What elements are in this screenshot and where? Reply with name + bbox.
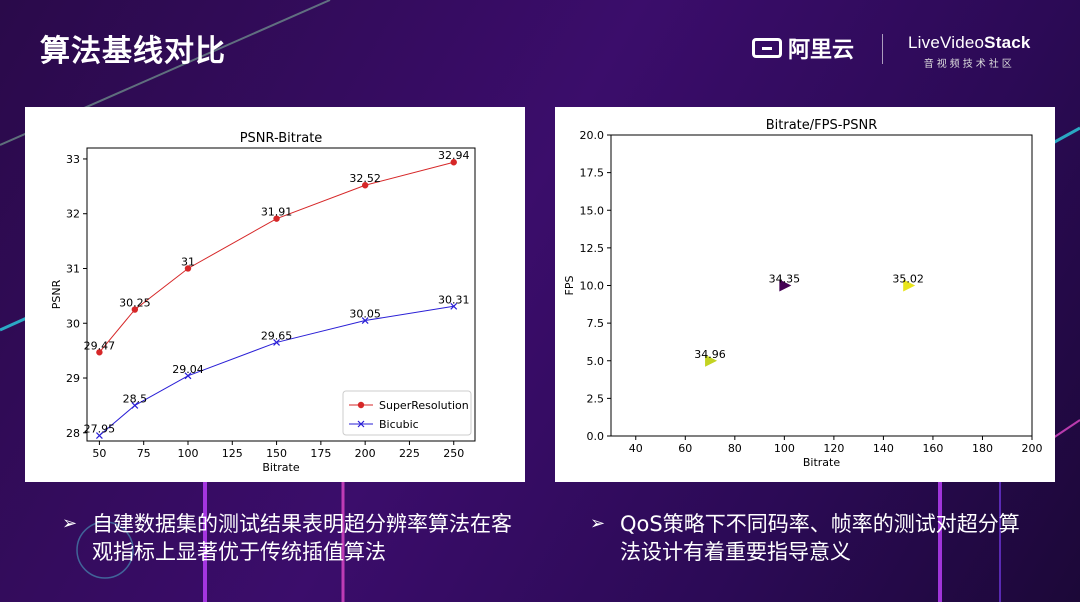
bullet-left: ➢ 自建数据集的测试结果表明超分辨率算法在客观指标上显著优于传统插值算法 — [62, 510, 512, 566]
livevideostack-logo-subtitle: 音视频技术社区 — [923, 59, 1015, 70]
legend-label: Bicubic — [379, 418, 419, 431]
series-line-0 — [99, 161, 454, 353]
data-point-marker — [273, 338, 280, 346]
data-label: 28.5 — [123, 392, 148, 405]
x-tick-label: 225 — [399, 447, 420, 460]
data-label: 29.04 — [172, 363, 204, 376]
data-point-marker — [361, 182, 369, 189]
data-label: 30.05 — [349, 308, 381, 321]
bullet-left-text: 自建数据集的测试结果表明超分辨率算法在客观指标上显著优于传统插值算法 — [92, 512, 512, 564]
y-axis-label: FPS — [563, 276, 576, 296]
bitrate-fps-psnr-chart: 40 60 80 100 120 140 160 180 200 0.0 2.5 5.0 7.5 10.0… — [563, 118, 1043, 469]
logo-divider — [882, 34, 883, 64]
x-tick-label: 200 — [1022, 442, 1043, 455]
legend-marker — [357, 401, 365, 409]
y-tick-label: 32 — [66, 208, 80, 221]
y-tick-label: 5.0 — [587, 355, 605, 368]
data-label: 30.25 — [119, 297, 151, 310]
data-point-marker — [131, 401, 139, 409]
aliyun-logo: 阿里云 — [752, 32, 854, 64]
bullet-right: ➢ QoS策略下不同码率、帧率的测试对超分算法设计有着重要指导意义 — [590, 510, 1040, 566]
chart-panel-left: 50 75 100 125 150 175 200 225 250 28 29 30 31 32 33 PSN… — [25, 107, 525, 482]
legend — [342, 390, 472, 436]
x-tick-label: 175 — [310, 447, 331, 460]
chart-title: PSNR-Bitrate — [240, 131, 323, 146]
chart-panel-right: 40 60 80 100 120 140 160 180 200 0.0 2.5 5.0 7.5 10.0… — [555, 107, 1055, 482]
legend-label: SuperResolution — [379, 399, 469, 412]
chart-title: Bitrate/FPS-PSNR — [766, 118, 878, 133]
data-label: 31.91 — [261, 206, 293, 219]
plot-frame — [610, 134, 1033, 437]
livevideostack-logo-prefix: LiveVideo — [908, 33, 985, 52]
x-axis-label: Bitrate — [803, 456, 840, 469]
x-tick-label: 200 — [355, 447, 376, 460]
y-tick-label: 29 — [66, 372, 80, 385]
livevideostack-logo: LiveVideoStack 音视频技术社区 — [908, 33, 1031, 70]
data-label: 29.47 — [84, 339, 116, 352]
x-tick-label: 125 — [222, 447, 243, 460]
y-tick-label: 10.0 — [580, 280, 605, 293]
y-tick-label: 33 — [66, 153, 80, 166]
legend-marker — [357, 420, 365, 428]
x-tick-label: 150 — [266, 447, 287, 460]
data-point-marker — [184, 372, 192, 380]
y-tick-label: 20.0 — [580, 129, 605, 142]
data-label: 31 — [181, 255, 195, 268]
data-point-marker — [184, 265, 192, 272]
aliyun-logo-icon — [752, 38, 782, 58]
data-point-marker — [96, 349, 103, 356]
data-label: 34.96 — [694, 348, 726, 361]
y-tick-label: 12.5 — [580, 242, 605, 255]
y-tick-label: 15.0 — [580, 204, 605, 217]
data-label: 27.95 — [84, 423, 116, 436]
x-tick-label: 100 — [177, 447, 198, 460]
data-point-marker — [450, 159, 457, 166]
bullet-right-text: QoS策略下不同码率、帧率的测试对超分算法设计有着重要指导意义 — [620, 512, 1020, 564]
data-point-marker — [273, 215, 280, 222]
series-line-1 — [99, 305, 454, 436]
x-tick-label: 75 — [137, 447, 151, 460]
bullet-arrow-icon: ➢ — [590, 513, 606, 534]
slide-title: 算法基线对比 — [40, 34, 226, 69]
data-point-marker — [361, 317, 369, 324]
bullet-arrow-icon: ➢ — [62, 513, 78, 534]
livevideostack-logo-bold: Stack — [984, 33, 1031, 52]
y-tick-label: 28 — [66, 427, 80, 440]
y-tick-label: 30 — [66, 317, 80, 330]
data-point-marker — [95, 432, 103, 439]
y-axis-label: PSNR — [50, 279, 63, 309]
scatter-point — [705, 354, 718, 367]
x-tick-label: 50 — [92, 447, 106, 460]
y-tick-label: 2.5 — [587, 392, 605, 405]
x-axis-label: Bitrate — [262, 461, 299, 474]
y-tick-label: 7.5 — [587, 317, 605, 330]
plot-frame — [86, 147, 476, 442]
data-label: 29.65 — [261, 329, 293, 342]
y-tick-label: 0.0 — [587, 430, 605, 443]
x-tick-label: 40 — [629, 442, 643, 455]
x-tick-label: 120 — [823, 442, 844, 455]
scatter-point — [903, 279, 916, 292]
data-label: 32.52 — [349, 172, 381, 185]
data-label: 30.31 — [438, 293, 470, 306]
data-point-marker — [450, 302, 458, 310]
x-tick-label: 100 — [774, 442, 795, 455]
x-tick-label: 180 — [972, 442, 993, 455]
data-label: 35.02 — [892, 273, 924, 286]
x-tick-label: 80 — [728, 442, 742, 455]
data-label: 32.94 — [438, 149, 470, 162]
psnr-bitrate-chart: 50 75 100 125 150 175 200 225 250 28 29 30 31 32 33 PSN… — [50, 131, 476, 474]
x-tick-label: 140 — [873, 442, 894, 455]
x-tick-label: 160 — [922, 442, 943, 455]
x-tick-label: 60 — [678, 442, 692, 455]
x-tick-label: 250 — [443, 447, 464, 460]
aliyun-logo-text: 阿里云 — [788, 38, 855, 63]
y-tick-label: 31 — [66, 262, 80, 275]
y-tick-label: 17.5 — [580, 167, 605, 180]
data-label: 34.35 — [769, 273, 801, 286]
data-point-marker — [131, 306, 139, 313]
scatter-point — [779, 279, 792, 292]
